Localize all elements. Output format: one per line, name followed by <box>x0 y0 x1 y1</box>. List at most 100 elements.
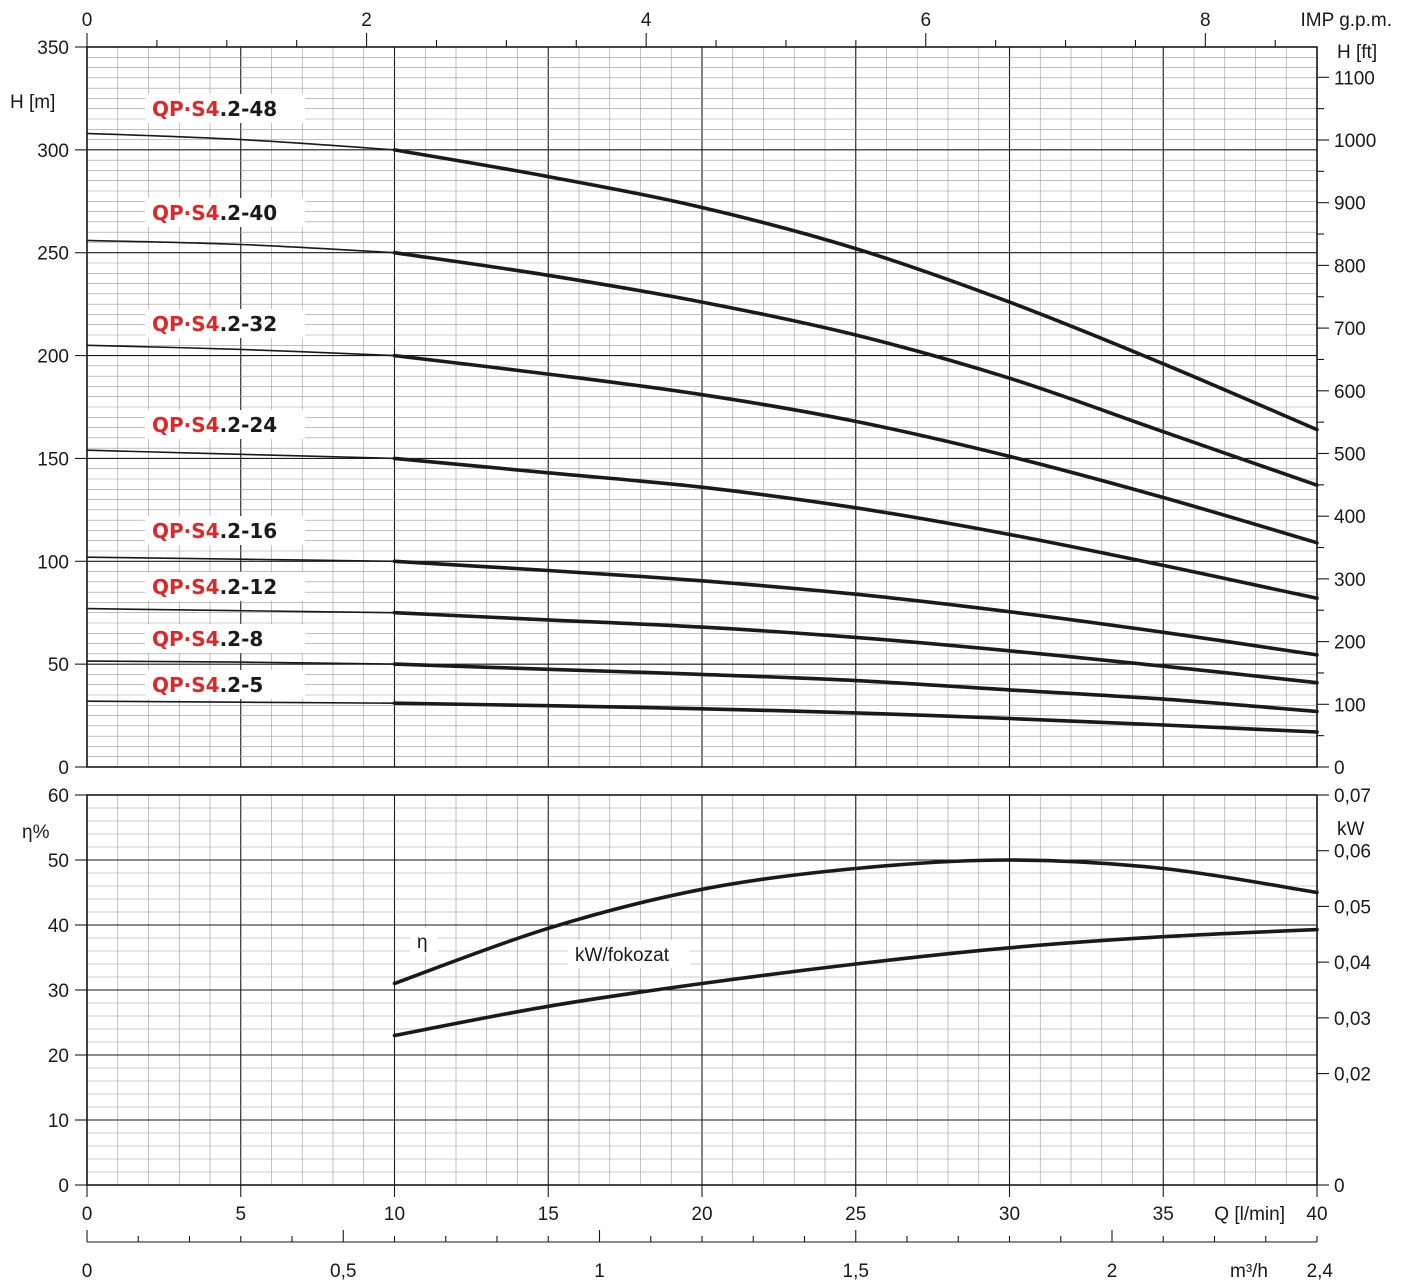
eta-axis-title: η% <box>22 822 50 843</box>
curve-label-bg <box>145 624 305 653</box>
head-curve-2-8-thin <box>86 660 396 665</box>
q-tick-label: 30 <box>999 1204 1020 1225</box>
h-ft-tick-label: 800 <box>1334 256 1366 277</box>
eta-label-bg <box>410 928 438 954</box>
eta-tick-label: 20 <box>48 1046 69 1067</box>
head-curve-2-32 <box>392 353 1319 545</box>
h-m-axis-title: H [m] <box>10 92 55 113</box>
eta-curve-label: η <box>417 932 428 953</box>
q-tick-label: 5 <box>235 1204 246 1225</box>
curve-label-bg <box>145 572 305 601</box>
head-curve-2-40 <box>392 250 1319 487</box>
q-tick-label: 15 <box>538 1204 559 1225</box>
head-curve-2-24-thin <box>86 449 396 460</box>
eta-tick-label: 30 <box>48 981 69 1002</box>
h-ft-tick-label: 100 <box>1334 695 1366 716</box>
m3h-tick-label: 1,5 <box>843 1261 869 1281</box>
curve-label-2-24: QP·S4.2-24 <box>152 413 277 437</box>
curve-label-2-5: QP·S4.2-5 <box>152 673 263 697</box>
curve-label-model: .2-8 <box>220 627 264 651</box>
curve-label-bg <box>145 94 305 123</box>
curve-label-2-12: QP·S4.2-12 <box>152 575 277 599</box>
curve-label-brand: QP·S4 <box>152 575 220 599</box>
kw-tick-label: 0 <box>1334 1176 1345 1197</box>
gpm-tick-label: 6 <box>920 10 931 31</box>
curve-label-model: .2-32 <box>220 312 278 336</box>
head-chart-frame <box>86 46 1318 768</box>
head-curve-2-48 <box>392 148 1319 432</box>
head-curve-2-5 <box>392 701 1319 734</box>
curve-label-brand: QP·S4 <box>152 673 220 697</box>
curve-label-brand: QP·S4 <box>152 312 220 336</box>
gpm-tick-label: 8 <box>1200 10 1211 31</box>
gpm-tick-label: 4 <box>641 10 652 31</box>
q-axis-title: Q [l/min] <box>1214 1204 1285 1225</box>
curve-label-brand: QP·S4 <box>152 627 220 651</box>
head-curve-2-12-thin <box>86 607 396 614</box>
eta-tick-label: 0 <box>58 1176 69 1197</box>
h-ft-tick-label: 1100 <box>1334 68 1375 89</box>
kw-axis-title: kW <box>1337 819 1365 840</box>
curve-label-brand: QP·S4 <box>152 519 220 543</box>
kw-tick-label: 0,02 <box>1334 1065 1371 1086</box>
m3h-tick-label: 2,4 <box>1307 1261 1334 1281</box>
efficiency-curve <box>392 858 1319 986</box>
head-curve-2-40-thin <box>86 239 396 254</box>
m3h-tick-label: 2 <box>1107 1261 1118 1281</box>
h-ft-tick-label: 300 <box>1334 570 1366 591</box>
curve-label-model: .2-16 <box>220 519 278 543</box>
curve-label-2-40: QP·S4.2-40 <box>152 201 277 225</box>
h-ft-tick-label: 700 <box>1334 319 1366 340</box>
h-m-tick-label: 150 <box>37 449 69 470</box>
m3h-tick-label: 1 <box>594 1261 605 1281</box>
head-curve-2-48-thin <box>86 132 396 151</box>
kw-curve-label: kW/fokozat <box>575 945 670 966</box>
gpm-tick-label: 0 <box>82 10 93 31</box>
head-curve-2-8 <box>392 662 1319 714</box>
h-m-tick-label: 250 <box>37 244 69 265</box>
h-ft-tick-label: 0 <box>1334 758 1345 779</box>
head-curve-2-32-thin <box>86 344 396 357</box>
head-curve-2-5-thin <box>86 700 396 704</box>
q-tick-label: 40 <box>1306 1204 1327 1225</box>
kw-tick-label: 0,06 <box>1334 842 1371 863</box>
curve-label-2-16: QP·S4.2-16 <box>152 519 277 543</box>
head-curve-2-24 <box>392 456 1319 601</box>
m3h-tick-label: 0,5 <box>330 1261 356 1281</box>
q-tick-label: 0 <box>82 1204 93 1225</box>
h-m-tick-label: 0 <box>58 758 69 779</box>
gpm-axis-title: IMP g.p.m. <box>1300 10 1392 31</box>
head-curve-2-16 <box>392 559 1319 657</box>
h-m-tick-label: 350 <box>37 38 69 59</box>
power-curve <box>392 927 1319 1038</box>
curve-label-bg <box>145 410 305 439</box>
kw-tick-label: 0,03 <box>1334 1009 1371 1030</box>
h-ft-axis-title: H [ft] <box>1337 42 1377 63</box>
kw-tick-label: 0,07 <box>1334 786 1371 807</box>
curve-label-model: .2-12 <box>220 575 278 599</box>
eta-tick-label: 60 <box>48 786 69 807</box>
curve-label-bg <box>145 516 305 545</box>
q-tick-label: 20 <box>691 1204 712 1225</box>
eta-tick-label: 50 <box>48 851 69 872</box>
efficiency-chart-grid <box>86 794 1318 1186</box>
q-tick-label: 10 <box>384 1204 405 1225</box>
h-m-tick-label: 200 <box>37 347 69 368</box>
curve-label-2-48: QP·S4.2-48 <box>152 97 277 121</box>
curve-label-brand: QP·S4 <box>152 201 220 225</box>
head-chart-grid <box>86 46 1318 768</box>
kw-tick-label: 0,05 <box>1334 897 1371 918</box>
curve-label-model: .2-40 <box>220 201 278 225</box>
curves <box>86 132 1319 1038</box>
gpm-tick-label: 2 <box>361 10 372 31</box>
curve-label-bg <box>145 198 305 227</box>
h-m-tick-label: 100 <box>37 552 69 573</box>
curve-label-model: .2-24 <box>220 413 278 437</box>
m3h-axis-title: m³/h <box>1230 1261 1268 1281</box>
curve-label-brand: QP·S4 <box>152 97 220 121</box>
kw-label-bg <box>568 940 690 968</box>
q-tick-label: 35 <box>1153 1204 1174 1225</box>
